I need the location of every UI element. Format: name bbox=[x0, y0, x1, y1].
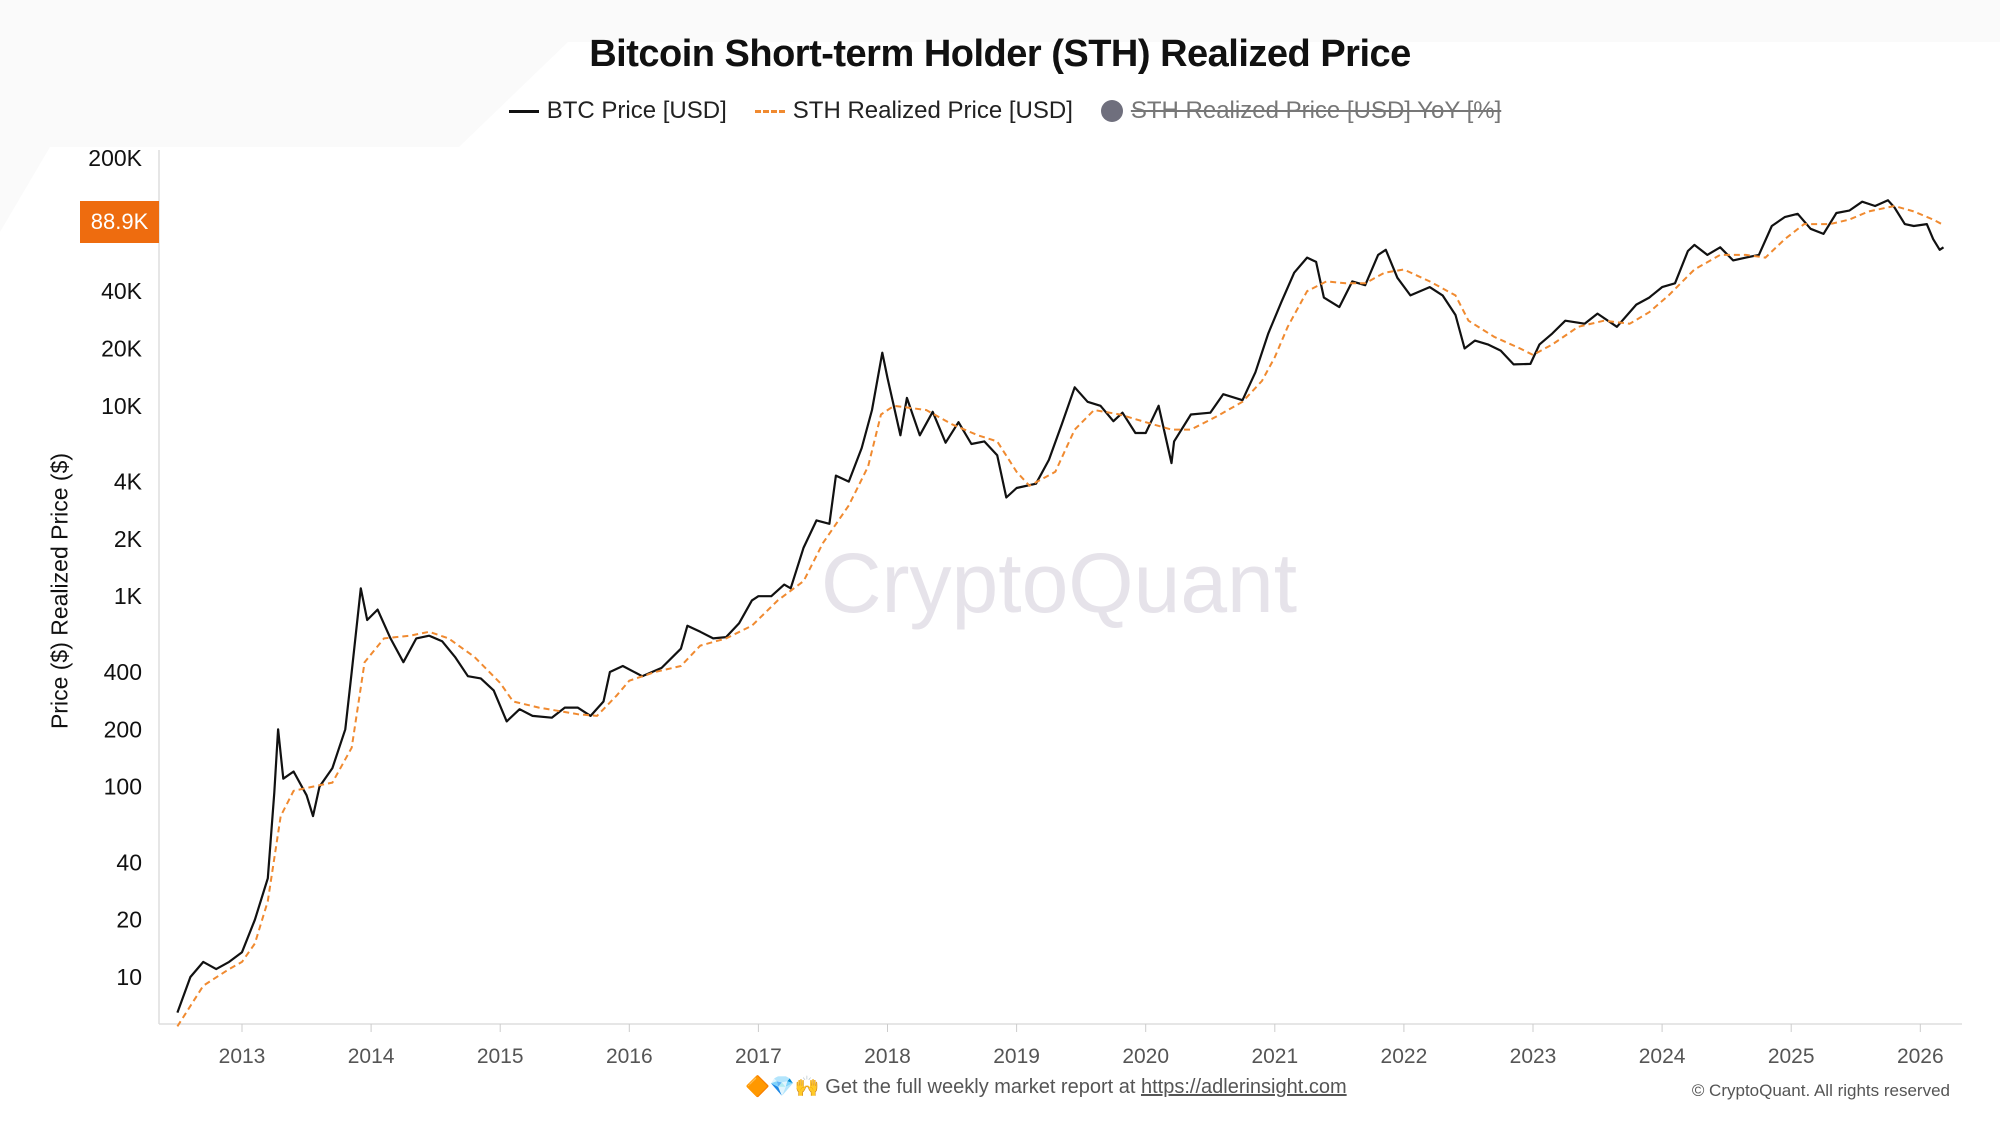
x-tick-label: 2013 bbox=[219, 1045, 266, 1068]
x-tick-label: 2021 bbox=[1251, 1045, 1298, 1068]
y-tick-label: 2K bbox=[114, 526, 143, 552]
report-link[interactable]: https://adlerinsight.com bbox=[1140, 1076, 1347, 1098]
y-tick-label: 200K bbox=[88, 145, 142, 171]
x-tick-label: 2017 bbox=[735, 1045, 782, 1068]
x-tick-label: 2023 bbox=[1510, 1045, 1557, 1068]
x-tick-label: 2016 bbox=[606, 1045, 653, 1068]
x-axis-ticks: 2013 2014 2015 2016 2017 2018 2019 2020 2021 2022… bbox=[219, 1024, 1944, 1068]
x-tick-label: 2014 bbox=[348, 1045, 395, 1068]
legend-label: STH Realized Price [USD] YoY [%] bbox=[1130, 97, 1502, 124]
y-tick-label: 40K bbox=[101, 278, 143, 304]
y-axis-title: Price ($) Realized Price ($) bbox=[46, 452, 73, 730]
x-tick-label: 2025 bbox=[1768, 1045, 1815, 1068]
y-tick-label: 400 bbox=[104, 659, 142, 685]
dashed-line-swatch-icon bbox=[754, 109, 785, 113]
btc-price-line bbox=[176, 199, 1945, 1013]
footer-text: Get the full weekly market report at bbox=[825, 1076, 1136, 1098]
watermark: CryptoQuant bbox=[821, 536, 1297, 630]
y-tick-label: 20 bbox=[116, 907, 142, 933]
y-tick-label: 10K bbox=[101, 393, 143, 419]
y-tick-label: 100 bbox=[104, 774, 142, 800]
x-tick-label: 2020 bbox=[1122, 1045, 1169, 1068]
footer-promo: 🔶💎🙌 Get the full weekly market report at… bbox=[745, 1074, 1347, 1099]
y-tick-label: 20K bbox=[101, 335, 143, 361]
legend-sth-realized-price[interactable]: STH Realized Price [USD] bbox=[754, 97, 1073, 125]
current-value-label: 88.9K bbox=[80, 201, 159, 243]
y-axis-ticks: 200K 40K 20K 10K 4K 2K 1K 400 200 100 40 20 10 bbox=[88, 145, 142, 990]
x-tick-label: 2015 bbox=[477, 1045, 524, 1068]
x-tick-label: 2022 bbox=[1381, 1045, 1428, 1068]
emoji-icons: 🔶💎🙌 bbox=[745, 1076, 820, 1098]
legend: BTC Price [USD] STH Realized Price [USD]… bbox=[0, 97, 2000, 125]
x-tick-label: 2019 bbox=[993, 1045, 1040, 1068]
y-tick-label: 200 bbox=[104, 716, 142, 742]
circle-swatch-icon bbox=[1100, 100, 1123, 122]
legend-label: BTC Price [USD] bbox=[546, 97, 727, 124]
legend-btc-price[interactable]: BTC Price [USD] bbox=[508, 97, 727, 125]
y-tick-label: 4K bbox=[114, 469, 143, 495]
y-tick-label: 40 bbox=[116, 849, 142, 875]
chart-title: Bitcoin Short-term Holder (STH) Realized… bbox=[589, 33, 1411, 75]
x-tick-label: 2026 bbox=[1897, 1045, 1944, 1068]
sth-realized-price-line bbox=[176, 205, 1944, 1027]
legend-sth-yoy-hidden[interactable]: STH Realized Price [USD] YoY [%] bbox=[1100, 97, 1502, 125]
y-tick-label: 10 bbox=[116, 964, 142, 990]
y-tick-label: 1K bbox=[114, 583, 143, 609]
legend-label: STH Realized Price [USD] bbox=[792, 97, 1073, 124]
solid-line-swatch-icon bbox=[508, 109, 539, 113]
copyright: © CryptoQuant. All rights reserved bbox=[1691, 1081, 1950, 1100]
series-lines bbox=[176, 199, 1945, 1027]
x-tick-label: 2024 bbox=[1639, 1045, 1686, 1068]
x-tick-label: 2018 bbox=[864, 1045, 911, 1068]
